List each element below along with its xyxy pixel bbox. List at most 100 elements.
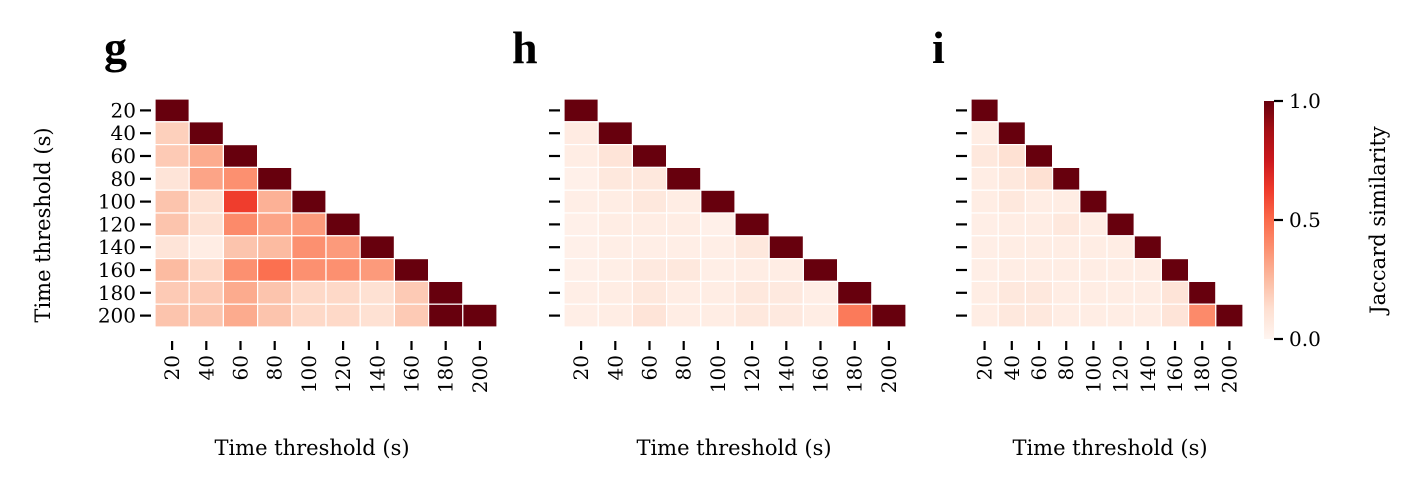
heatmap-cell: [393, 303, 430, 328]
x-tick-label: 120: [331, 355, 355, 393]
heatmap-cell: [291, 303, 327, 328]
x-tick-label: 20: [569, 355, 593, 380]
heatmap-cell: [997, 258, 1027, 283]
heatmap-cell: [768, 258, 805, 283]
x-axis-label-i: Time threshold (s): [1012, 436, 1207, 460]
heatmap-cell: [997, 235, 1027, 260]
heatmap-cell: [222, 258, 259, 283]
heatmap-cell: [222, 280, 259, 305]
heatmap-cell: [665, 280, 702, 305]
heatmap-cell: [1133, 235, 1162, 260]
heatmap-cell: [188, 189, 224, 214]
heatmap-cell: [428, 303, 464, 328]
heatmap-cell: [154, 258, 190, 283]
colorbar-tick-label: 0.0: [1289, 327, 1321, 351]
colorbar-tick-label: 1.0: [1289, 89, 1321, 113]
heatmap-cell: [970, 280, 999, 305]
x-tick-label: 140: [774, 355, 798, 393]
heatmap-cell: [700, 303, 736, 328]
heatmap-cell: [700, 235, 736, 260]
heatmap-cell: [1160, 303, 1190, 328]
heatmap-cell: [700, 189, 736, 214]
heatmap-cell: [700, 212, 736, 237]
heatmap-cell: [1024, 235, 1054, 260]
heatmap-cell: [154, 303, 190, 328]
heatmap-cell: [665, 166, 702, 191]
heatmap-cell: [734, 303, 770, 328]
heatmap-cell: [1160, 280, 1190, 305]
heatmap-cell: [1024, 303, 1054, 328]
heatmap-cell: [188, 212, 224, 237]
heatmap-cell: [665, 189, 702, 214]
heatmap-cell: [1051, 258, 1081, 283]
heatmap-cell: [291, 280, 327, 305]
x-tick-label: 40: [1000, 355, 1024, 380]
x-tick-label: 160: [809, 355, 833, 393]
heatmap-cell: [1133, 258, 1162, 283]
heatmap-cell: [631, 212, 668, 237]
heatmap-cell: [997, 121, 1027, 146]
heatmap-cell: [222, 189, 259, 214]
heatmap-cell: [563, 303, 599, 328]
heatmap-cell: [665, 303, 702, 328]
panel-label-h: h: [512, 22, 538, 73]
heatmap-cell: [563, 212, 599, 237]
heatmap-cell: [154, 212, 190, 237]
heatmap-h: [563, 98, 907, 328]
heatmap-i: [970, 98, 1244, 328]
heatmap-cell: [631, 189, 668, 214]
heatmap-cell: [188, 235, 224, 260]
heatmap-cell: [768, 303, 805, 328]
heatmap-cell: [291, 189, 327, 214]
y-tick-label: 60: [111, 144, 136, 168]
heatmap-cell: [222, 235, 259, 260]
heatmap-cell: [222, 212, 259, 237]
heatmap-cell: [222, 303, 259, 328]
heatmap-cell: [631, 144, 668, 169]
heatmap-cell: [1079, 258, 1108, 283]
x-tick-label: 140: [1136, 355, 1160, 393]
panel-label-i: i: [932, 22, 945, 73]
x-tick-label: 200: [1217, 355, 1241, 393]
heatmap-cell: [1106, 280, 1135, 305]
heatmap-cell: [291, 235, 327, 260]
heatmap-cell: [970, 303, 999, 328]
x-tick-label: 40: [603, 355, 627, 380]
heatmap-cell: [563, 280, 599, 305]
panel-label-g: g: [104, 22, 127, 73]
heatmap-cell: [257, 235, 293, 260]
heatmap-cell: [768, 235, 805, 260]
y-tick-label: 80: [111, 167, 136, 191]
x-tick-label: 100: [1081, 355, 1105, 393]
heatmap-cell: [631, 303, 668, 328]
x-tick-label: 180: [434, 355, 458, 393]
heatmap-cell: [359, 280, 396, 305]
heatmap-cell: [1051, 280, 1081, 305]
y-tick-label: 200: [98, 304, 136, 328]
heatmap-cell: [1160, 258, 1190, 283]
heatmap-cell: [188, 121, 224, 146]
y-tick-label: 100: [98, 190, 136, 214]
heatmap-cell: [700, 280, 736, 305]
heatmap-cell: [836, 303, 873, 328]
y-tick-label: 20: [111, 98, 136, 122]
x-tick-label: 200: [877, 355, 901, 393]
heatmap-cell: [154, 189, 190, 214]
heatmap-cell: [325, 280, 361, 305]
heatmap-cell: [1051, 166, 1081, 191]
heatmap-cell: [970, 235, 999, 260]
heatmap-cell: [563, 98, 599, 123]
y-axis-h: [549, 109, 560, 317]
heatmap-cell: [188, 258, 224, 283]
heatmap-cell: [997, 144, 1027, 169]
y-axis-i: [956, 109, 967, 317]
heatmap-cell: [802, 303, 839, 328]
heatmap-cell: [257, 166, 293, 191]
heatmap-cell: [597, 258, 634, 283]
heatmap-cell: [734, 212, 770, 237]
y-tick-label: 140: [98, 235, 136, 259]
heatmap-cell: [257, 303, 293, 328]
x-tick-label: 60: [229, 355, 253, 380]
heatmap-cell: [836, 280, 873, 305]
